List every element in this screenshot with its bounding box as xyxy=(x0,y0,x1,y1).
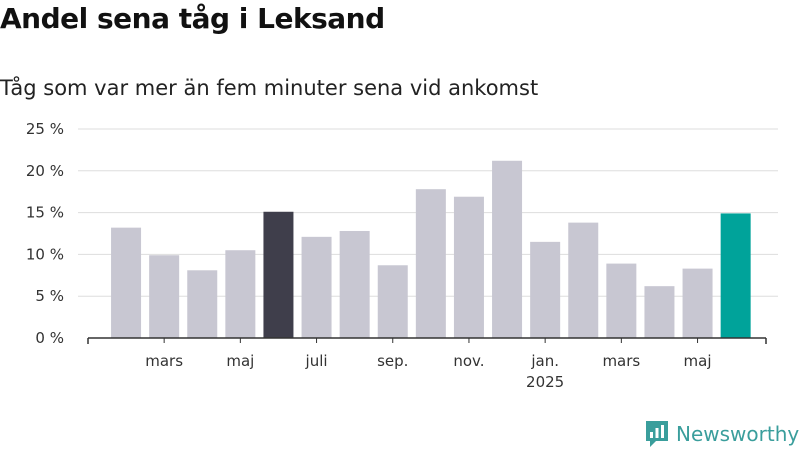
y-tick-label: 20 % xyxy=(26,162,64,180)
newsworthy-logo-icon xyxy=(646,421,668,447)
chart-subtitle: Tåg som var mer än fem minuter sena vid … xyxy=(0,76,539,100)
bar xyxy=(415,189,446,338)
bar xyxy=(453,196,484,338)
bar xyxy=(606,263,637,338)
x-tick-label: juli xyxy=(305,352,328,370)
bar xyxy=(301,236,332,338)
x-axis xyxy=(87,337,767,344)
bar xyxy=(377,265,408,338)
bar xyxy=(492,160,523,338)
x-tick-label: jan. xyxy=(530,352,559,370)
y-axis-labels: 0 % 5 % 10 % 15 % 20 % 25 % xyxy=(26,120,64,347)
bar xyxy=(263,211,294,338)
x-axis-labels: mars maj juli sep. nov. jan. 2025 mars maj xyxy=(145,352,711,391)
x-tick-label: nov. xyxy=(453,352,484,370)
y-tick-label: 15 % xyxy=(26,204,64,222)
bar xyxy=(111,227,142,338)
bar xyxy=(225,250,256,338)
y-tick-label: 5 % xyxy=(35,287,64,305)
newsworthy-logo: Newsworthy xyxy=(644,419,799,449)
bar xyxy=(339,230,370,338)
bar xyxy=(720,213,751,338)
x-tick-label: maj xyxy=(226,352,254,370)
bar xyxy=(568,222,599,338)
x-tick-label: mars xyxy=(602,352,640,370)
bar xyxy=(530,241,561,338)
x-tick-label: maj xyxy=(684,352,712,370)
x-tick-label: mars xyxy=(145,352,183,370)
x-tick-label: sep. xyxy=(377,352,408,370)
y-tick-label: 10 % xyxy=(26,245,64,263)
x-tick-year-label: 2025 xyxy=(526,373,564,391)
bar xyxy=(149,255,180,338)
bar xyxy=(644,286,675,338)
y-tick-label: 0 % xyxy=(35,329,64,347)
y-tick-label: 25 % xyxy=(26,120,64,138)
chart-title: Andel sena tåg i Leksand xyxy=(0,2,385,35)
bars xyxy=(111,160,751,338)
brand-name: Newsworthy xyxy=(676,422,800,446)
bar xyxy=(682,268,713,338)
bar xyxy=(187,270,218,338)
